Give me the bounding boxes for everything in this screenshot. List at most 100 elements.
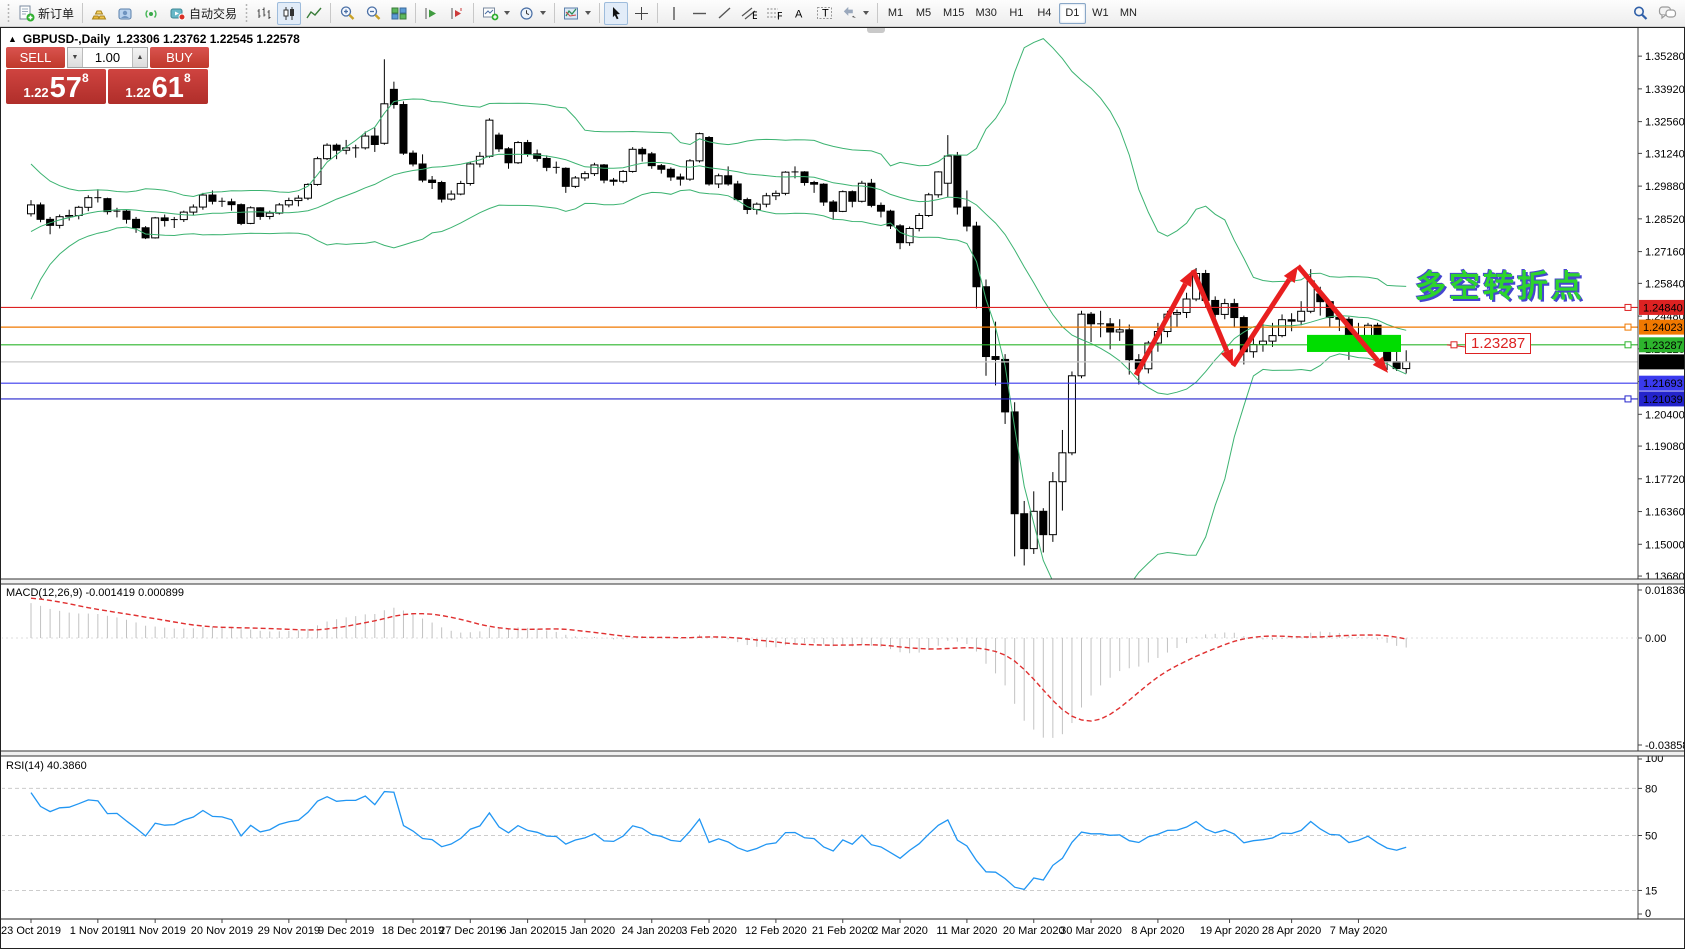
svg-text:29 Nov 2019: 29 Nov 2019: [258, 925, 320, 937]
sell-button[interactable]: SELL: [6, 47, 65, 68]
cursor-button[interactable]: [604, 1, 629, 25]
vertical-line-button[interactable]: [662, 2, 686, 25]
profile-button[interactable]: [113, 2, 138, 25]
indicators-button[interactable]: [559, 2, 595, 25]
text-label-button[interactable]: T: [812, 2, 837, 25]
signals-button[interactable]: [139, 2, 164, 25]
volume-decrease-button[interactable]: ▼: [68, 48, 83, 67]
chart-canvas[interactable]: 1.35280 1.33920 1.32560 1.31240 1.29880 1.285…: [1, 28, 1684, 948]
svg-text:15: 15: [1645, 885, 1657, 897]
toolbar-grip[interactable]: [6, 4, 11, 22]
svg-text:19 Apr 2020: 19 Apr 2020: [1200, 925, 1259, 937]
volume-value[interactable]: 1.00: [94, 50, 121, 65]
line-chart-icon: [306, 7, 322, 18]
hline-1.24023[interactable]: [1, 323, 1638, 331]
zoom-in-button[interactable]: [335, 2, 360, 25]
dropdown-caret-icon: [863, 11, 870, 15]
text-button[interactable]: A: [787, 2, 811, 25]
panel-separator[interactable]: [1, 578, 1684, 585]
auto-scroll-icon: [425, 7, 437, 19]
svg-text:1.21693: 1.21693: [1643, 378, 1683, 390]
panel-collapse-tab[interactable]: [867, 28, 885, 33]
zigzag-arrows[interactable]: [1133, 264, 1388, 377]
timeframe-button-m30[interactable]: M30: [975, 7, 997, 19]
annotation-headline[interactable]: 多空转折点: [1415, 269, 1585, 304]
chart-shift-button[interactable]: [445, 2, 469, 25]
macd-indicator: [2, 597, 1638, 738]
bar-chart-icon: [257, 7, 271, 19]
trendline-button[interactable]: [712, 2, 736, 25]
buy-button[interactable]: BUY: [150, 47, 209, 68]
price-tag-anchor[interactable]: [1450, 341, 1458, 349]
tile-windows-button[interactable]: [387, 2, 411, 25]
new-order-button[interactable]: 新订单: [14, 2, 78, 25]
timeframe-button-d1[interactable]: D1: [1058, 2, 1086, 24]
svg-text:80: 80: [1645, 783, 1657, 795]
text-label-icon: T: [817, 7, 833, 20]
svg-text:1.23287: 1.23287: [1643, 340, 1683, 352]
toolbar-grip[interactable]: [244, 4, 250, 22]
volume-increase-button[interactable]: ▲: [132, 48, 147, 67]
candlestick-series: [27, 59, 1411, 566]
channel-button[interactable]: E: [737, 2, 761, 25]
macd-signal-line: [30, 597, 1407, 722]
timeframe-button-h1[interactable]: H1: [1009, 7, 1024, 19]
volume-stepper: ▼ 1.00 ▲: [67, 47, 148, 68]
buy-price-sup: 8: [183, 71, 191, 85]
timeframe-button-mn[interactable]: MN: [1119, 7, 1137, 19]
svg-text:15 Jan 2020: 15 Jan 2020: [555, 925, 616, 937]
highlight-rectangle[interactable]: [1307, 334, 1401, 352]
svg-text:1 Nov 2019: 1 Nov 2019: [70, 925, 126, 937]
gold-ingot-icon: [91, 10, 107, 19]
sell-price-button[interactable]: 1.22 57 8: [6, 69, 106, 104]
axis-price-box: 1.21693: [1639, 375, 1684, 391]
market-watch-button[interactable]: [87, 2, 112, 25]
svg-text:7 May 2020: 7 May 2020: [1330, 925, 1387, 937]
svg-text:T: T: [822, 8, 829, 20]
crosshair-button[interactable]: [629, 2, 653, 25]
horizontal-line-button[interactable]: [687, 2, 711, 25]
rsi-indicator: [2, 787, 1638, 891]
auto-scroll-button[interactable]: [420, 2, 444, 25]
svg-text:23 Oct 2019: 23 Oct 2019: [1, 925, 61, 937]
timeframe-button-h4[interactable]: H4: [1037, 7, 1052, 19]
timeframe-button-m15[interactable]: M15: [943, 7, 965, 19]
timeframe-button-m5[interactable]: M5: [915, 7, 932, 19]
svg-text:28 Apr 2020: 28 Apr 2020: [1262, 925, 1321, 937]
svg-text:1.22578: 1.22578: [1643, 357, 1683, 369]
timeframe-button-w1[interactable]: W1: [1092, 7, 1109, 19]
svg-text:30 Mar 2020: 30 Mar 2020: [1060, 925, 1122, 937]
candlestick-chart-button[interactable]: [277, 1, 302, 25]
price-tag-label[interactable]: 1.23287: [1465, 333, 1532, 354]
search-button[interactable]: [1628, 2, 1653, 25]
svg-text:18 Dec 2019: 18 Dec 2019: [382, 925, 444, 937]
zoom-out-button[interactable]: [361, 2, 386, 25]
axis-price-box: 1.21039: [1639, 391, 1684, 407]
equidistant-channel-icon: E: [741, 7, 757, 20]
panel-separator[interactable]: [1, 750, 1684, 757]
svg-text:6 Jan 2020: 6 Jan 2020: [500, 925, 554, 937]
bar-chart-button[interactable]: [252, 2, 276, 25]
fibonacci-button[interactable]: F: [762, 2, 786, 25]
svg-text:1.17720: 1.17720: [1645, 474, 1684, 486]
buy-price-button[interactable]: 1.22 61 8: [108, 69, 208, 104]
hline-1.21039[interactable]: [1, 395, 1638, 403]
svg-text:1.16360: 1.16360: [1645, 507, 1684, 519]
chart-window[interactable]: 1.35280 1.33920 1.32560 1.31240 1.29880 1.285…: [0, 27, 1685, 949]
dropdown-caret-icon: [504, 11, 511, 15]
svg-text:50: 50: [1645, 831, 1657, 843]
shapes-button[interactable]: [838, 2, 873, 25]
svg-text:11 Mar 2020: 11 Mar 2020: [936, 925, 997, 937]
periods-button[interactable]: [515, 2, 550, 25]
timeframe-button-m1[interactable]: M1: [887, 7, 904, 19]
new-chart-button[interactable]: [478, 2, 514, 25]
autotrading-button[interactable]: 自动交易: [165, 2, 241, 25]
svg-text:20 Mar 2020: 20 Mar 2020: [1003, 925, 1065, 937]
chart-symbol-header: ▲ GBPUSD-,Daily 1.23306 1.23762 1.22545 …: [8, 32, 300, 46]
svg-text:1.25840: 1.25840: [1645, 278, 1684, 290]
hline-1.24840[interactable]: [1, 303, 1638, 311]
line-chart-button[interactable]: [302, 2, 326, 25]
axis-price-box: 1.24840: [1639, 299, 1684, 315]
bollinger-bands: [30, 38, 1407, 579]
chat-button[interactable]: [1654, 2, 1681, 25]
